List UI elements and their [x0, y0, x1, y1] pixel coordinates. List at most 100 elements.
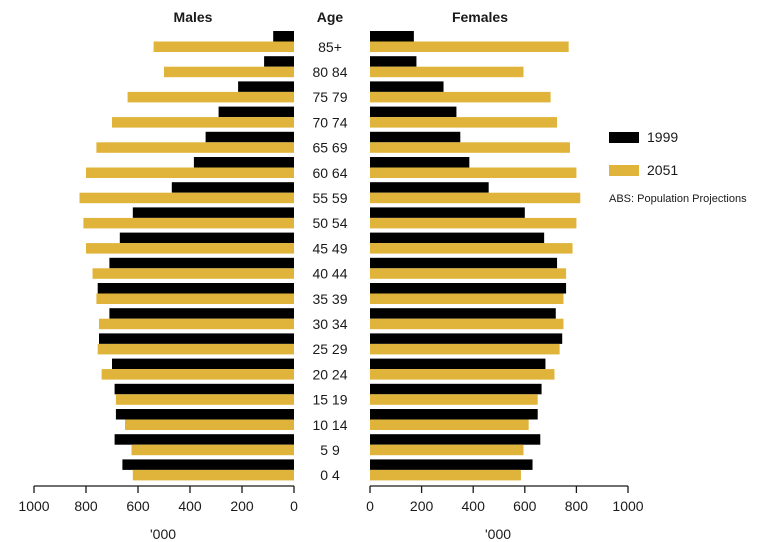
left-x-tick-label: 200 [230, 498, 254, 514]
left-x-tick-label: 400 [178, 498, 202, 514]
age-label: 60 64 [312, 165, 347, 181]
age-label: 65 69 [312, 140, 347, 156]
females-title: Females [451, 9, 509, 25]
bar-female-1999-80-84 [370, 56, 417, 67]
bar-female-2051-55-59 [370, 192, 581, 204]
bar-female-2051-5-9 [370, 444, 524, 456]
bar-male-1999-65-69 [205, 131, 294, 143]
bar-female-1999-45-49 [370, 232, 545, 244]
age-title: Age [316, 9, 344, 25]
age-label: 45 49 [312, 240, 347, 256]
right-axis-unit: '000 [484, 526, 512, 542]
bar-male-1999-35-39 [97, 283, 294, 294]
bar-female-2051-85- [370, 41, 569, 52]
bar-female-2051-70-74 [370, 117, 558, 128]
bar-male-2051-40-44 [92, 268, 294, 279]
right-x-tick-label: 400 [462, 498, 486, 514]
bar-male-1999-55-59 [171, 182, 294, 193]
bar-female-1999-75-79 [370, 81, 444, 92]
bar-male-2051-60-64 [86, 167, 294, 178]
bar-female-1999-0-4 [370, 459, 533, 470]
bar-female-2051-15-19 [370, 394, 538, 405]
age-label: 85+ [318, 39, 342, 55]
bar-male-2051-30-34 [99, 318, 294, 330]
age-label: 0 4 [320, 467, 340, 483]
age-label: 5 9 [320, 442, 340, 458]
bar-male-2051-35-39 [96, 293, 295, 304]
bar-male-1999-80-84 [264, 56, 294, 67]
age-label: 10 14 [312, 417, 347, 433]
bar-male-1999-60-64 [193, 157, 294, 168]
bar-male-1999-70-74 [218, 106, 294, 118]
bar-female-2051-75-79 [370, 91, 551, 103]
bar-male-2051-45-49 [86, 243, 294, 254]
right-x-tick-label: 800 [565, 498, 589, 514]
age-label: 75 79 [312, 89, 347, 105]
bar-female-2051-50-54 [370, 217, 577, 229]
bar-female-1999-20-24 [370, 358, 546, 370]
left-x-tick-label: 0 [290, 498, 298, 514]
bar-male-2051-25-29 [97, 343, 294, 355]
bar-male-1999-10-14 [115, 409, 295, 420]
age-label: 20 24 [312, 366, 347, 382]
left-x-tick-label: 1000 [18, 498, 49, 514]
bar-male-2051-5-9 [131, 444, 294, 456]
legend-item-1999: 1999 [609, 129, 678, 145]
left-x-tick-label: 600 [126, 498, 150, 514]
right-x-tick-label: 0 [366, 498, 374, 514]
males-title: Males [173, 9, 213, 25]
bar-male-2051-65-69 [96, 142, 295, 153]
age-label: 15 19 [312, 392, 347, 408]
bar-male-2051-50-54 [83, 217, 295, 229]
age-label: 25 29 [312, 341, 347, 357]
age-label: 50 54 [312, 215, 347, 231]
bar-female-2051-35-39 [370, 293, 564, 304]
bar-male-1999-45-49 [119, 232, 294, 244]
bar-male-1999-15-19 [114, 383, 294, 395]
age-label: 35 39 [312, 291, 347, 307]
bar-male-1999-30-34 [109, 308, 295, 319]
bar-male-2051-20-24 [101, 369, 294, 380]
bar-female-1999-70-74 [370, 106, 457, 118]
bar-female-1999-25-29 [370, 333, 563, 344]
bar-male-1999-25-29 [99, 333, 294, 344]
legend-swatch-2051 [609, 164, 639, 176]
legend-label-1999: 1999 [647, 129, 679, 145]
right-x-tick-label: 200 [410, 498, 434, 514]
age-label: 80 84 [312, 64, 347, 80]
bar-male-2051-80-84 [164, 66, 294, 78]
bar-female-2051-65-69 [370, 142, 570, 153]
legend-swatch-1999 [609, 131, 639, 143]
age-label: 70 74 [312, 114, 347, 130]
bar-female-1999-30-34 [370, 308, 556, 319]
right-x-tick-label: 1000 [612, 498, 643, 514]
bar-female-1999-5-9 [370, 434, 541, 445]
age-label: 55 59 [312, 190, 347, 206]
right-x-tick-label: 600 [513, 498, 537, 514]
bar-male-2051-0-4 [132, 469, 294, 481]
bar-male-2051-15-19 [115, 394, 295, 405]
left-axis-unit: '000 [149, 526, 177, 542]
bar-female-2051-20-24 [370, 369, 555, 380]
bar-male-2051-10-14 [125, 419, 294, 430]
bar-female-2051-10-14 [370, 419, 529, 430]
bar-female-1999-60-64 [370, 157, 470, 168]
bar-female-2051-40-44 [370, 268, 567, 279]
legend-label-2051: 2051 [647, 162, 679, 178]
bar-male-2051-85- [153, 41, 294, 52]
bar-female-1999-55-59 [370, 182, 489, 193]
bar-female-1999-10-14 [370, 409, 538, 420]
age-label: 40 44 [312, 266, 347, 282]
bar-male-1999-40-44 [109, 257, 295, 269]
left-x-tick-label: 800 [74, 498, 98, 514]
bar-female-1999-85- [370, 31, 414, 42]
bar-male-1999-5-9 [114, 434, 294, 445]
bar-male-1999-50-54 [132, 207, 294, 218]
legend-item-2051: 2051 [609, 162, 678, 178]
source-note: ABS: Population Projections [609, 193, 747, 205]
bar-female-2051-80-84 [370, 66, 524, 78]
bar-female-1999-40-44 [370, 257, 558, 269]
bar-female-2051-45-49 [370, 243, 573, 254]
bar-male-2051-55-59 [79, 192, 294, 204]
